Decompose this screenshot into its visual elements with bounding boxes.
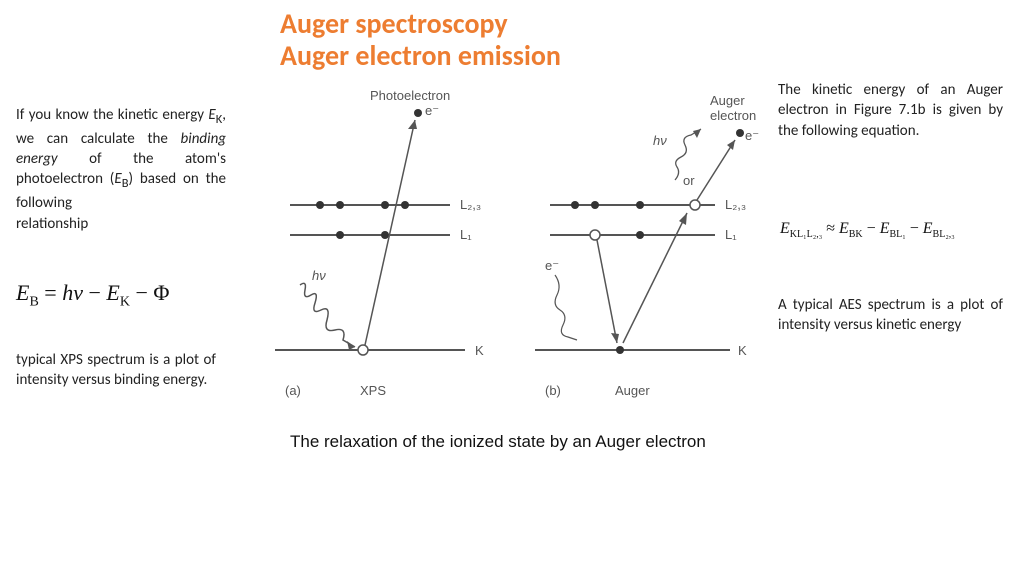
title-line2: Auger electron emission xyxy=(280,38,561,73)
label-photoelectron: Photoelectron xyxy=(370,88,450,103)
label-k-a: K xyxy=(475,343,484,358)
label-l23-b: L₂,₃ xyxy=(725,197,746,212)
label-a: (a) xyxy=(285,383,301,398)
svg-text:electron: electron xyxy=(710,108,756,123)
left-paragraph-1: If you know the kinetic energy EK, we ca… xyxy=(16,105,226,234)
panel-b-auger xyxy=(535,129,744,354)
label-xps: XPS xyxy=(360,383,386,398)
energy-level-diagram: Photoelectron e⁻ hν L₂,₃ L₁ K (a) XPS Au… xyxy=(255,85,765,415)
label-b: (b) xyxy=(545,383,561,398)
page-title: Auger spectroscopy Auger electron emissi… xyxy=(280,8,561,72)
equation-auger-energy: EKL₁L₂,₃ ≈ EBK − EBL₁ − EBL₂,₃ xyxy=(780,220,955,240)
label-l1-b: L₁ xyxy=(725,227,737,242)
label-auger-electron: Auger xyxy=(710,93,745,108)
panel-a-xps xyxy=(275,109,465,355)
title-line1: Auger spectroscopy xyxy=(280,6,508,41)
right-paragraph-1: The kinetic energy of an Auger electron … xyxy=(778,80,1003,141)
label-k-b: K xyxy=(738,343,747,358)
figure-caption: The relaxation of the ionized state by a… xyxy=(290,432,706,452)
label-hv-a: hν xyxy=(312,268,326,283)
label-hv-b: hν xyxy=(653,133,667,148)
label-l1-a: L₁ xyxy=(460,227,472,242)
label-l23-a: L₂,₃ xyxy=(460,197,481,212)
label-e-minus-a: e⁻ xyxy=(425,103,439,118)
equation-binding-energy: EB = hν − EK − Φ xyxy=(16,280,169,310)
label-or: or xyxy=(683,173,695,188)
label-e-minus-b: e⁻ xyxy=(745,128,759,143)
label-e-minus-c: e⁻ xyxy=(545,258,559,273)
left-paragraph-2: typical XPS spectrum is a plot of intens… xyxy=(16,350,216,391)
label-auger: Auger xyxy=(615,383,650,398)
right-paragraph-2: A typical AES spectrum is a plot of inte… xyxy=(778,295,1003,336)
